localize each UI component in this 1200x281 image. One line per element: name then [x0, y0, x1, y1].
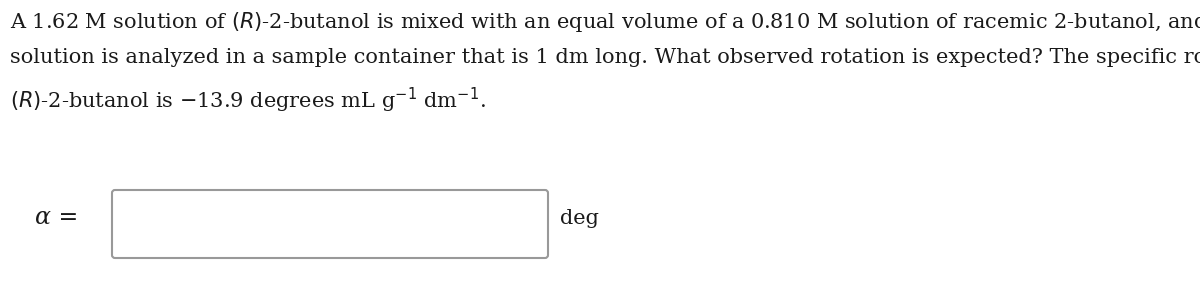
Text: A 1.62 M solution of $(R)$-2-butanol is mixed with an equal volume of a 0.810 M : A 1.62 M solution of $(R)$-2-butanol is … — [10, 10, 1200, 34]
FancyBboxPatch shape — [112, 190, 548, 258]
Text: $(R)$-2-butanol is $-$13.9 degrees mL g$^{-1}$ dm$^{-1}$.: $(R)$-2-butanol is $-$13.9 degrees mL g$… — [10, 86, 486, 115]
Text: α =: α = — [35, 207, 78, 230]
Text: deg: deg — [560, 209, 599, 228]
Text: solution is analyzed in a sample container that is 1 dm long. What observed rota: solution is analyzed in a sample contain… — [10, 48, 1200, 67]
